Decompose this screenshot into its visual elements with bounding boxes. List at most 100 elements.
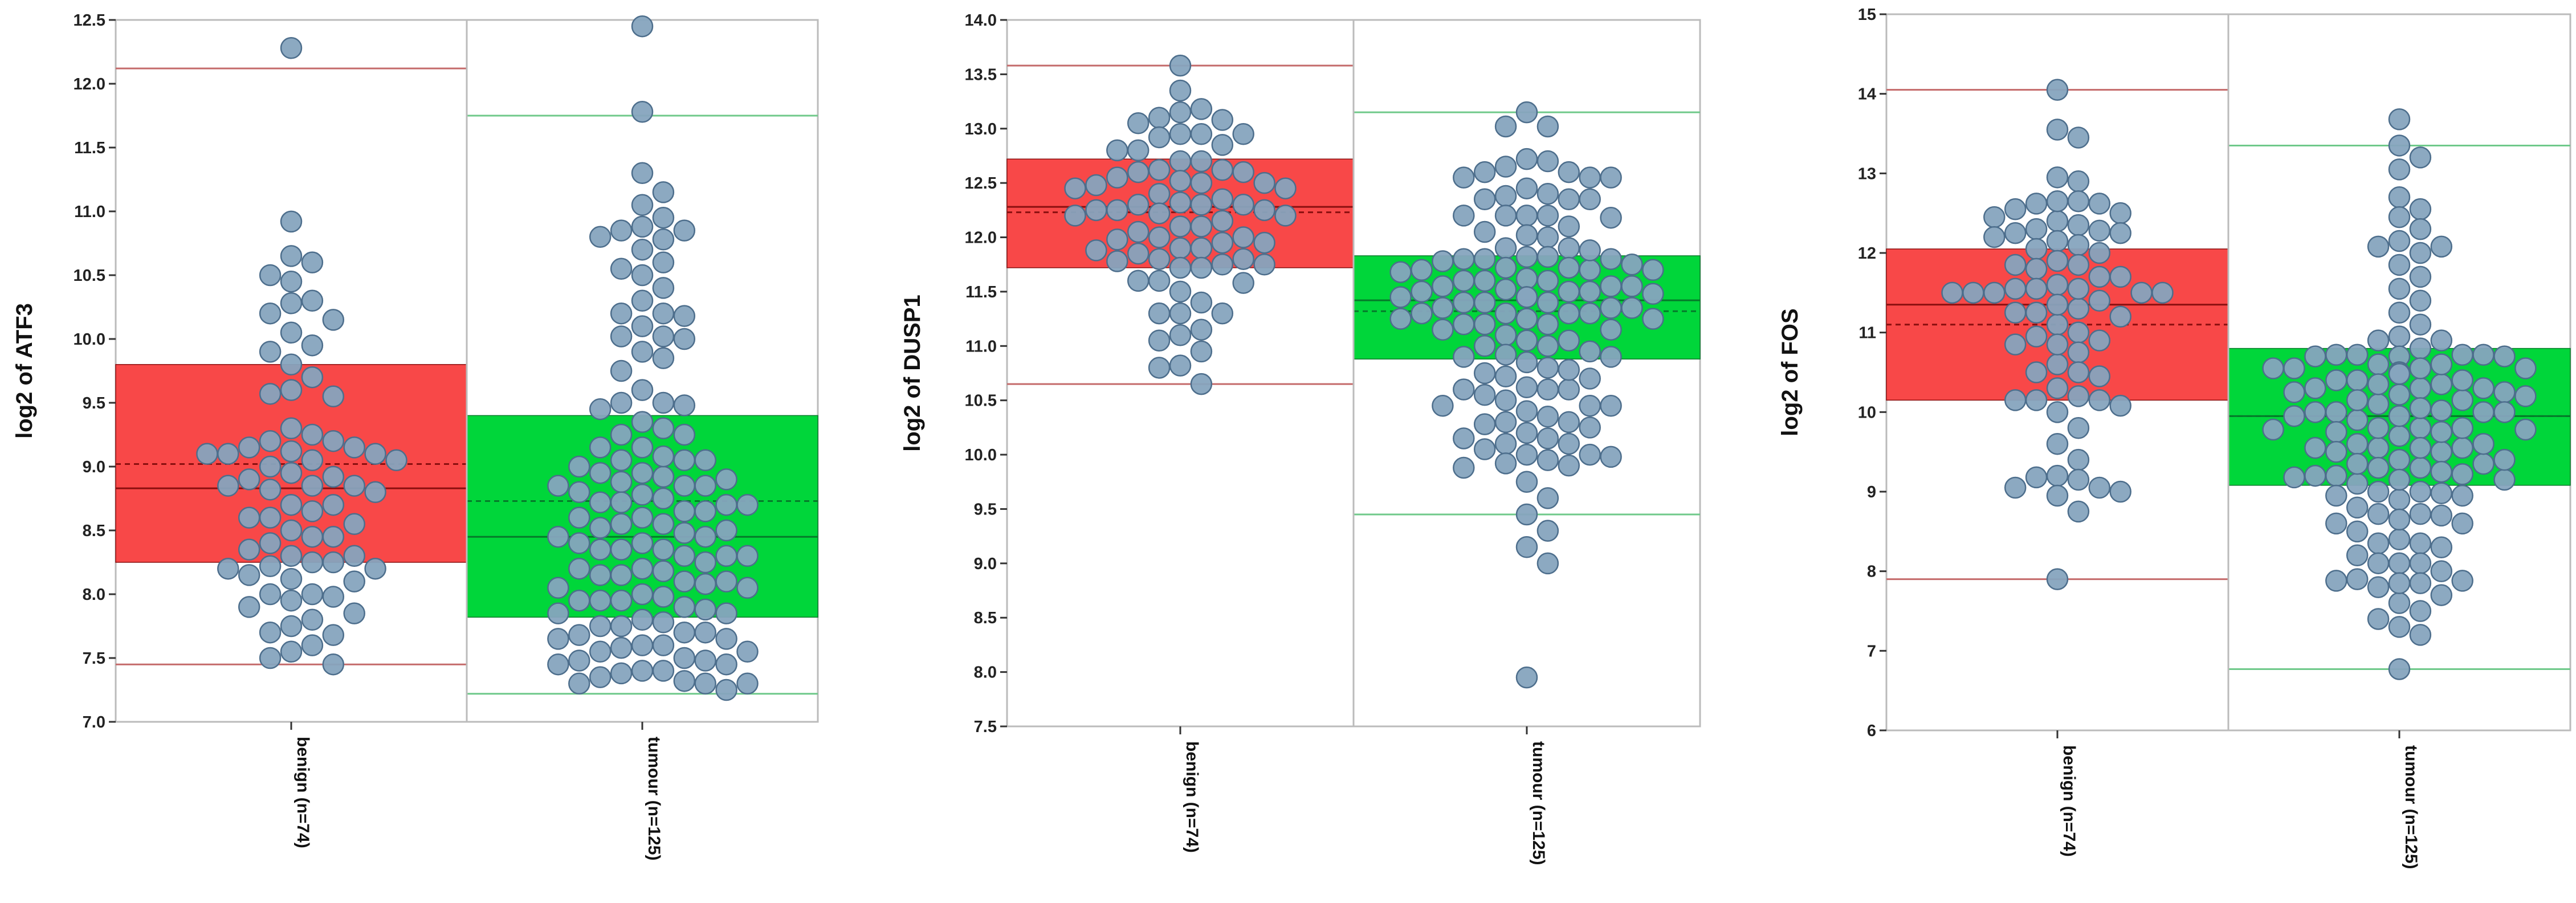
data-point xyxy=(2430,421,2453,443)
data-point xyxy=(1621,275,1643,297)
data-point xyxy=(280,321,303,344)
data-point xyxy=(280,292,303,314)
y-tick-label: 7.5 xyxy=(974,718,997,736)
data-point xyxy=(2109,305,2131,328)
data-point xyxy=(652,634,675,656)
data-point xyxy=(589,564,612,586)
data-point xyxy=(1169,256,1192,279)
data-point xyxy=(547,602,569,624)
data-point xyxy=(610,391,633,414)
data-point xyxy=(1536,378,1559,401)
data-point xyxy=(1515,286,1538,308)
data-point xyxy=(1473,383,1496,406)
data-point xyxy=(2430,482,2453,505)
data-point xyxy=(1453,427,1475,450)
data-point xyxy=(1148,159,1171,181)
data-point xyxy=(2346,568,2369,590)
data-point xyxy=(2409,337,2432,359)
y-axis-label: log2 of ATF3 xyxy=(12,303,37,439)
data-point xyxy=(2325,440,2347,463)
data-point xyxy=(1232,272,1254,294)
data-point xyxy=(2304,377,2326,399)
data-point xyxy=(1389,261,1412,283)
data-point xyxy=(2409,552,2432,574)
data-point xyxy=(1127,220,1150,243)
chart-panel-1: benign (n=74) tumour (n=125) 7.0 7.5 8.0 8.5 9… xyxy=(12,11,819,861)
data-point xyxy=(2451,512,2473,535)
data-point xyxy=(1579,280,1601,303)
data-point xyxy=(1558,359,1580,381)
data-point xyxy=(1494,411,1517,434)
data-point xyxy=(631,532,654,554)
category-label: tumour (n=125) xyxy=(1529,741,1548,865)
data-point xyxy=(2325,369,2347,391)
data-point xyxy=(301,423,324,446)
data-point xyxy=(1169,123,1192,145)
data-point xyxy=(1190,373,1213,395)
data-point xyxy=(2346,369,2369,391)
y-tick-label: 8.5 xyxy=(974,609,997,627)
data-point xyxy=(1190,215,1213,238)
data-point xyxy=(2388,134,2411,157)
data-point xyxy=(631,411,654,433)
data-point xyxy=(2346,432,2369,455)
data-point xyxy=(1558,161,1580,183)
data-point xyxy=(1579,443,1601,466)
data-point xyxy=(2109,480,2131,503)
data-point xyxy=(343,602,365,624)
data-point xyxy=(589,538,612,561)
data-point xyxy=(1536,291,1559,314)
data-point xyxy=(1515,376,1538,399)
data-point xyxy=(2067,385,2090,407)
data-point xyxy=(2004,301,2027,324)
data-point xyxy=(1494,256,1517,279)
data-point xyxy=(1211,134,1234,156)
data-point xyxy=(694,573,716,595)
data-point xyxy=(2388,448,2411,471)
data-point xyxy=(2430,584,2453,606)
data-point xyxy=(2493,345,2516,367)
data-point xyxy=(1169,324,1192,346)
data-point xyxy=(2430,329,2453,352)
data-point xyxy=(1515,101,1538,124)
data-point xyxy=(1453,269,1475,292)
data-point xyxy=(1232,248,1254,270)
data-point xyxy=(1558,378,1580,401)
data-point xyxy=(2409,624,2432,646)
data-point xyxy=(238,596,260,618)
data-point xyxy=(673,621,696,644)
data-point xyxy=(1085,239,1107,261)
data-point xyxy=(2451,570,2473,592)
data-point xyxy=(652,391,675,414)
data-point xyxy=(1515,351,1538,374)
data-point xyxy=(2472,377,2495,399)
data-point xyxy=(1190,194,1213,216)
data-point xyxy=(694,672,716,695)
y-tick-label: 11.5 xyxy=(74,139,105,157)
data-point xyxy=(673,545,696,567)
data-point xyxy=(694,649,716,672)
data-point xyxy=(1494,237,1517,259)
data-point xyxy=(238,564,260,586)
data-point xyxy=(2067,190,2090,213)
data-point xyxy=(280,640,303,663)
data-point xyxy=(1190,237,1213,259)
data-point xyxy=(631,634,654,656)
data-point xyxy=(610,491,633,513)
data-point xyxy=(2367,552,2390,574)
data-point xyxy=(1515,308,1538,330)
data-point xyxy=(2025,301,2048,324)
data-point xyxy=(2388,206,2411,228)
data-point xyxy=(2367,417,2390,439)
data-point xyxy=(1536,449,1559,471)
data-point xyxy=(2088,329,2111,352)
data-point xyxy=(1558,237,1580,259)
data-point xyxy=(1494,185,1517,207)
data-point xyxy=(1473,335,1496,357)
data-point xyxy=(1064,205,1086,227)
data-point xyxy=(2088,265,2111,288)
data-point xyxy=(1169,101,1192,124)
data-point xyxy=(1962,281,1984,304)
data-point xyxy=(259,555,282,577)
